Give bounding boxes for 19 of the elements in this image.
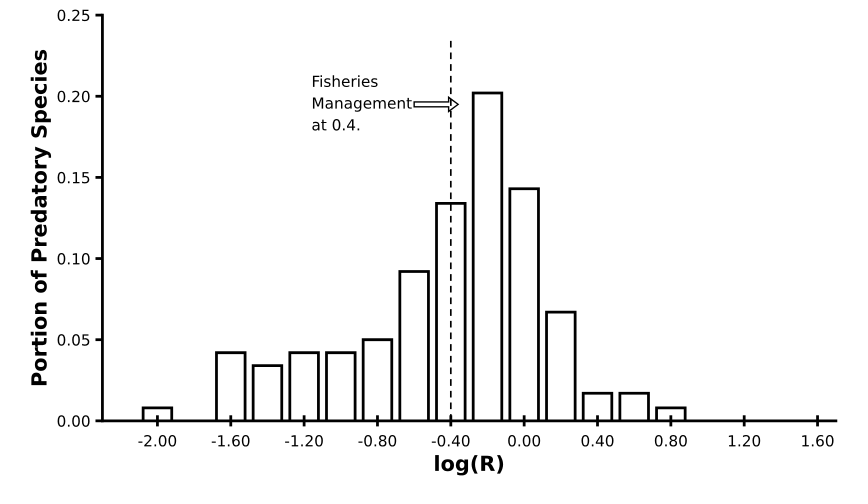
y-tick-label: 0.15 bbox=[58, 172, 90, 184]
x-axis-title: log(R) bbox=[435, 455, 504, 476]
annotation: Fisheries Management at 0.4. bbox=[312, 75, 412, 131]
x-tick-label: -0.80 bbox=[358, 435, 396, 447]
y-tick-label: 0.00 bbox=[58, 415, 90, 427]
x-tick-label: 0.80 bbox=[654, 435, 687, 447]
x-tick-label: 1.60 bbox=[802, 435, 834, 447]
x-tick-label: -1.60 bbox=[212, 435, 250, 447]
y-tick-label: 0.25 bbox=[58, 10, 90, 22]
x-tick-label: 0.00 bbox=[508, 435, 540, 447]
x-tick-label: -1.20 bbox=[285, 435, 323, 447]
y-tick-label: 0.05 bbox=[58, 334, 90, 346]
y-tick-label: 0.20 bbox=[58, 90, 90, 102]
x-tick-label: -0.40 bbox=[432, 435, 470, 447]
x-tick-label: -2.00 bbox=[138, 435, 176, 447]
x-tick-label: 0.40 bbox=[582, 435, 614, 447]
y-tick-label: 0.10 bbox=[58, 253, 90, 265]
x-tick-label: 1.20 bbox=[728, 435, 760, 447]
y-axis-title: Portion of Predatory Species bbox=[30, 50, 52, 386]
